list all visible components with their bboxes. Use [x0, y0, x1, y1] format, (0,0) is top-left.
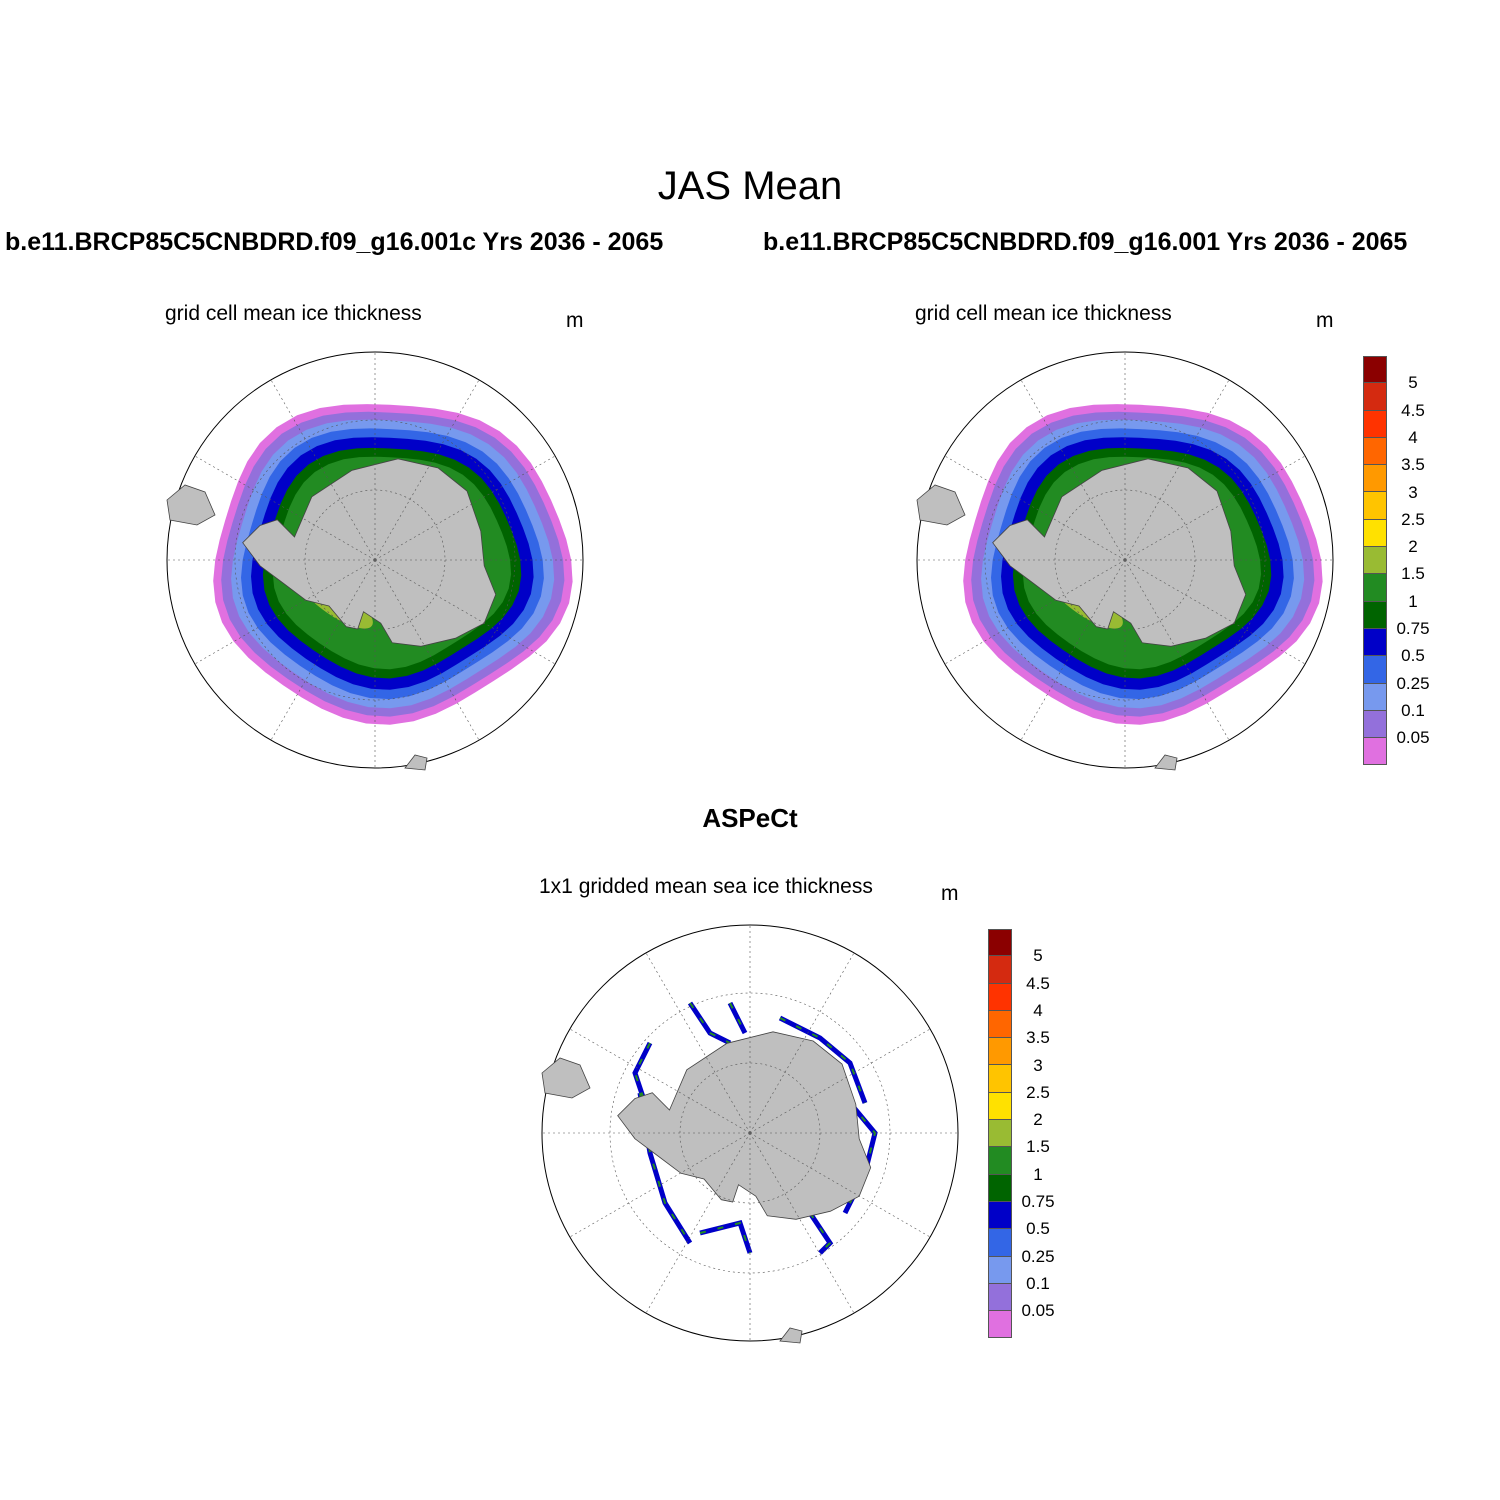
colorbar-swatch: [1363, 683, 1387, 711]
antarctica-landmass: [242, 458, 497, 647]
colorbar-label: 0.75: [1021, 1192, 1055, 1211]
colorbar-swatch: [988, 1147, 1012, 1175]
colorbar-label: 0.1: [1401, 700, 1425, 720]
colorbar-swatch: [1363, 492, 1387, 520]
colorbar-swatch: [1363, 574, 1387, 602]
right-polar-map: [916, 351, 1334, 771]
colorbar-swatch: [1363, 738, 1387, 766]
new-zealand-landmass: [404, 754, 428, 771]
bottom-panel-unit: m: [941, 882, 959, 905]
colorbar-swatch: [988, 929, 1012, 957]
colorbar-swatch: [988, 1256, 1012, 1284]
colorbar-swatch: [1363, 356, 1387, 384]
colorbar-swatch: [988, 1092, 1012, 1121]
colorbar-swatch: [988, 983, 1012, 1011]
colorbar-label: 0.05: [1021, 1301, 1055, 1321]
colorbar-swatch: [988, 1174, 1012, 1202]
colorbar-label: 4: [1408, 427, 1418, 447]
new-zealand-landmass: [779, 1327, 803, 1344]
colorbar-label: 3: [1033, 1055, 1043, 1075]
new-zealand-landmass: [1154, 754, 1178, 771]
colorbar-label: 5: [1033, 946, 1043, 966]
bottom-panel-subtitle: 1x1 gridded mean sea ice thickness: [539, 875, 873, 898]
colorbar-swatch: [988, 1283, 1012, 1312]
left-panel-unit: m: [566, 309, 584, 332]
south-america-landmass: [916, 484, 966, 526]
right-case-title: b.e11.BRCP85C5CNBDRD.f09_g16.001 Yrs 203…: [763, 228, 1408, 256]
colorbar-swatch: [988, 1311, 1012, 1339]
left-polar-map: [166, 351, 584, 771]
colorbar-label: 0.25: [1396, 673, 1430, 693]
ship-track-thick: [689, 1002, 731, 1044]
colorbar-label: 1: [1408, 591, 1418, 611]
colorbar-label: 4.5: [1401, 400, 1425, 420]
colorbar-swatch: [1363, 410, 1387, 438]
observation-title: ASPeCt: [702, 803, 798, 833]
colorbar-swatch: [988, 1065, 1012, 1093]
colorbar-swatch: [1363, 547, 1387, 575]
ship-track-thick: [779, 1017, 866, 1104]
colorbar-label: 5: [1408, 373, 1418, 393]
colorbar-label: 0.5: [1026, 1219, 1050, 1239]
south-america-landmass: [541, 1057, 591, 1099]
colorbar-label: 0.05: [1396, 728, 1430, 748]
colorbar-swatch: [988, 1120, 1012, 1148]
colorbar-swatch: [1363, 710, 1387, 739]
colorbar-swatch: [988, 1010, 1012, 1039]
colorbar-swatch: [1363, 437, 1387, 466]
left-panel-subtitle: grid cell mean ice thickness: [165, 302, 422, 325]
top-colorbar: [1363, 356, 1387, 766]
colorbar-label: 1.5: [1026, 1137, 1050, 1157]
colorbar-label: 2.5: [1401, 509, 1425, 529]
south-america-landmass: [166, 484, 216, 526]
antarctica-landmass: [992, 458, 1247, 647]
ship-track-thick: [633, 1042, 651, 1104]
bottom-colorbar: [988, 929, 1012, 1339]
bottom-polar-map: [541, 924, 959, 1344]
colorbar-label: 0.75: [1396, 619, 1430, 638]
colorbar-label: 0.25: [1021, 1246, 1055, 1266]
ship-track-thick: [699, 1221, 751, 1254]
colorbar-swatch: [1363, 628, 1387, 657]
left-case-title: b.e11.BRCP85C5CNBDRD.f09_g16.001c Yrs 20…: [5, 228, 664, 256]
colorbar-label: 4.5: [1026, 973, 1050, 993]
colorbar-label: 2: [1033, 1110, 1043, 1130]
colorbar-swatch: [988, 1201, 1012, 1230]
colorbar-label: 3: [1408, 482, 1418, 502]
colorbar-swatch: [988, 1229, 1012, 1257]
figure-title: JAS Mean: [657, 164, 843, 208]
colorbar-swatch: [1363, 465, 1387, 493]
colorbar-label: 1: [1033, 1164, 1043, 1184]
ship-track-thick: [844, 1102, 877, 1214]
colorbar-label: 4: [1033, 1000, 1043, 1020]
colorbar-label: 2.5: [1026, 1082, 1050, 1102]
ship-track-thick: [729, 1002, 746, 1034]
colorbar-label: 3.5: [1026, 1028, 1050, 1048]
colorbar-swatch: [1363, 656, 1387, 684]
colorbar-label: 2: [1408, 537, 1418, 557]
colorbar-swatch: [988, 956, 1012, 984]
colorbar-label: 3.5: [1401, 455, 1425, 475]
right-panel-unit: m: [1316, 309, 1334, 332]
colorbar-swatch: [1363, 519, 1387, 548]
colorbar-swatch: [1363, 601, 1387, 629]
colorbar-label: 1.5: [1401, 564, 1425, 584]
colorbar-label: 0.1: [1026, 1273, 1050, 1293]
colorbar-swatch: [1363, 383, 1387, 411]
ship-track-thick: [809, 1212, 832, 1254]
colorbar-swatch: [988, 1038, 1012, 1066]
antarctica-landmass: [617, 1031, 872, 1220]
colorbar-label: 0.5: [1401, 646, 1425, 666]
right-panel-subtitle: grid cell mean ice thickness: [915, 302, 1172, 325]
